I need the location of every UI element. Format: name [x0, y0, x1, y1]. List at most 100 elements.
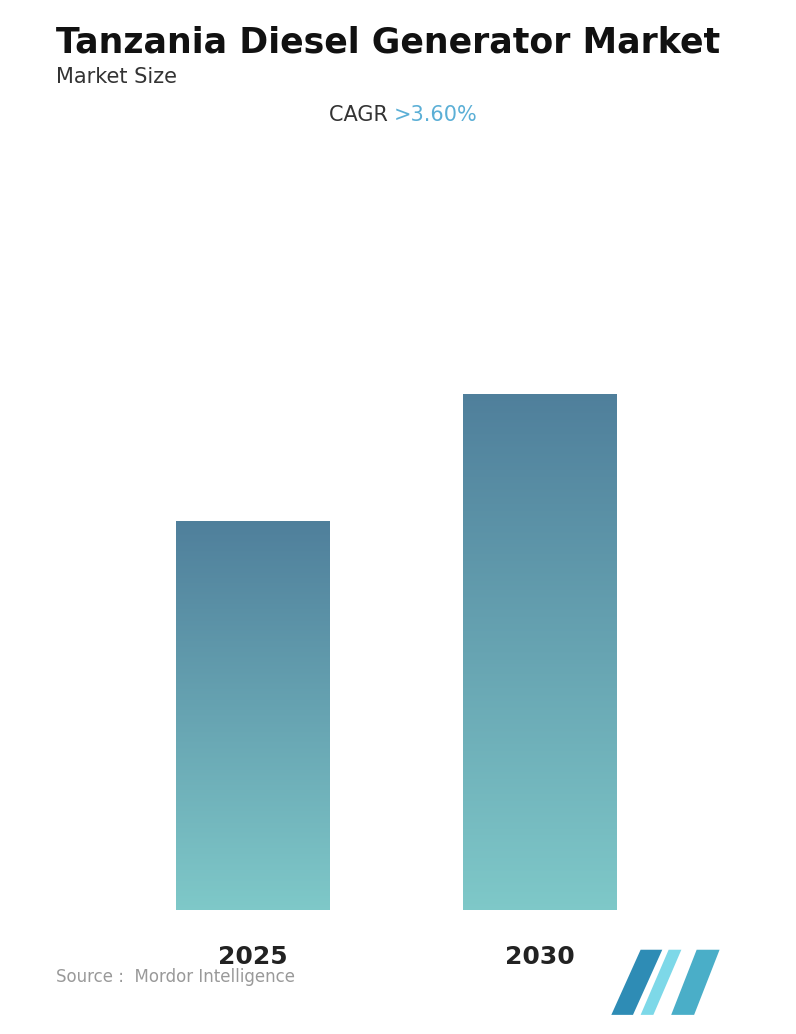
- Bar: [463, 586, 617, 589]
- Bar: [463, 823, 617, 826]
- Bar: [463, 437, 617, 439]
- Bar: [176, 721, 330, 723]
- Bar: [463, 742, 617, 746]
- Bar: [176, 857, 330, 859]
- Bar: [176, 653, 330, 656]
- Bar: [176, 816, 330, 818]
- Bar: [176, 796, 330, 798]
- Bar: [176, 707, 330, 709]
- Bar: [176, 609, 330, 611]
- Bar: [176, 750, 330, 752]
- Bar: [176, 828, 330, 829]
- Bar: [463, 407, 617, 410]
- Bar: [463, 615, 617, 618]
- Bar: [463, 552, 617, 554]
- Bar: [463, 638, 617, 640]
- Bar: [176, 628, 330, 630]
- Bar: [463, 466, 617, 468]
- Bar: [463, 812, 617, 814]
- Bar: [463, 566, 617, 569]
- Bar: [463, 526, 617, 528]
- Bar: [176, 597, 330, 599]
- Bar: [463, 456, 617, 458]
- Bar: [463, 568, 617, 570]
- Bar: [463, 539, 617, 541]
- Bar: [176, 567, 330, 569]
- Bar: [463, 726, 617, 728]
- Bar: [176, 665, 330, 667]
- Bar: [176, 693, 330, 695]
- Bar: [463, 835, 617, 838]
- Bar: [463, 612, 617, 614]
- Bar: [463, 640, 617, 642]
- Bar: [176, 579, 330, 581]
- Bar: [463, 417, 617, 419]
- Bar: [176, 530, 330, 533]
- Bar: [463, 903, 617, 905]
- Bar: [176, 608, 330, 610]
- Bar: [463, 711, 617, 714]
- Polygon shape: [671, 949, 720, 1015]
- Bar: [463, 682, 617, 685]
- Bar: [176, 712, 330, 714]
- Bar: [176, 903, 330, 905]
- Bar: [176, 638, 330, 640]
- Bar: [463, 890, 617, 892]
- Bar: [176, 886, 330, 888]
- Bar: [463, 799, 617, 801]
- Bar: [176, 831, 330, 833]
- Bar: [176, 600, 330, 602]
- Bar: [463, 854, 617, 857]
- Bar: [463, 643, 617, 645]
- Bar: [463, 813, 617, 816]
- Bar: [463, 844, 617, 847]
- Bar: [463, 449, 617, 452]
- Bar: [463, 753, 617, 756]
- Bar: [463, 797, 617, 800]
- Bar: [463, 459, 617, 462]
- Bar: [176, 770, 330, 772]
- Bar: [463, 653, 617, 656]
- Bar: [463, 893, 617, 896]
- Bar: [176, 675, 330, 677]
- Bar: [176, 757, 330, 759]
- Bar: [463, 550, 617, 553]
- Bar: [176, 747, 330, 749]
- Bar: [176, 776, 330, 778]
- Bar: [463, 580, 617, 582]
- Bar: [176, 589, 330, 591]
- Bar: [176, 612, 330, 614]
- Bar: [176, 755, 330, 757]
- Bar: [463, 607, 617, 609]
- Bar: [463, 497, 617, 499]
- Bar: [176, 845, 330, 847]
- Bar: [463, 589, 617, 592]
- Bar: [463, 898, 617, 900]
- Bar: [463, 648, 617, 650]
- Text: >3.60%: >3.60%: [394, 105, 478, 125]
- Bar: [176, 681, 330, 683]
- Bar: [463, 600, 617, 603]
- Bar: [463, 650, 617, 652]
- Bar: [463, 474, 617, 476]
- Bar: [463, 866, 617, 869]
- Bar: [463, 838, 617, 840]
- Bar: [463, 781, 617, 783]
- Bar: [176, 837, 330, 839]
- Bar: [176, 855, 330, 857]
- Bar: [176, 904, 330, 906]
- Bar: [463, 418, 617, 421]
- Bar: [463, 524, 617, 527]
- Bar: [176, 636, 330, 638]
- Bar: [176, 687, 330, 689]
- Bar: [176, 605, 330, 607]
- Bar: [176, 804, 330, 807]
- Bar: [176, 651, 330, 653]
- Text: Market Size: Market Size: [56, 67, 177, 87]
- Bar: [176, 664, 330, 666]
- Bar: [176, 556, 330, 558]
- Bar: [463, 846, 617, 848]
- Bar: [463, 641, 617, 644]
- Bar: [176, 594, 330, 596]
- Bar: [463, 585, 617, 587]
